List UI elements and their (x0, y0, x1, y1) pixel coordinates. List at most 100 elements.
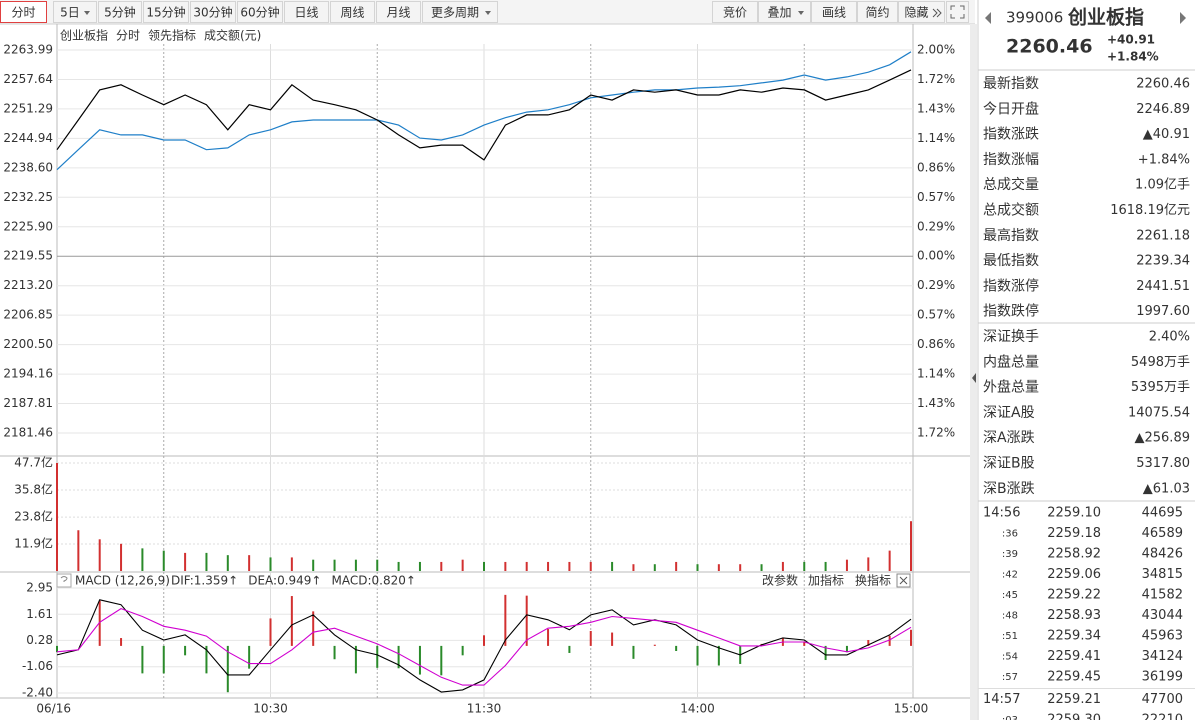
period-button[interactable] (376, 1, 421, 23)
period-label[interactable]: 5日 (60, 6, 80, 20)
dropdown-caret[interactable] (485, 11, 491, 15)
splitter-arrow[interactable] (972, 373, 976, 383)
volume-bar (141, 548, 144, 571)
trade-price: 2258.93 (1047, 608, 1101, 623)
volume-bar (632, 564, 635, 571)
fullscreen-button[interactable] (946, 1, 969, 23)
macd-action[interactable]: 加指标 (808, 573, 844, 588)
trade-time: 14:56 (983, 506, 1020, 521)
y-tick-label: 2232.25 (3, 190, 53, 204)
volume-tick-label: 11.9亿 (14, 536, 53, 551)
volume-bar (547, 561, 550, 571)
tool-button[interactable] (712, 1, 758, 23)
period-label[interactable]: 周线 (340, 6, 364, 20)
volume-bar (184, 552, 187, 571)
dropdown-caret[interactable] (798, 11, 804, 15)
macd-bar (120, 638, 123, 646)
period-button[interactable] (143, 1, 189, 23)
trade-time: :57 (1002, 672, 1018, 683)
trade-volume: 34124 (1142, 649, 1183, 664)
pct-tick-label: 1.43% (917, 396, 955, 410)
period-label[interactable]: 30分钟 (193, 5, 232, 20)
period-label[interactable]: 更多周期 (431, 6, 479, 20)
period-button[interactable] (237, 1, 283, 23)
macd-bar (910, 629, 912, 646)
stat-label: 今日开盘 (983, 100, 1039, 117)
tool-label[interactable]: 竞价 (723, 6, 747, 20)
volume-bar (525, 561, 528, 571)
macd-bar (675, 645, 678, 651)
stat-value: 2260.46 (1136, 77, 1190, 92)
macd-close-icon[interactable] (899, 576, 908, 585)
macd-bar (632, 645, 635, 659)
tool-button[interactable] (857, 1, 898, 23)
stat-value: 5395万手 (1131, 380, 1190, 395)
y-tick-label: 2219.55 (3, 249, 53, 263)
tool-label[interactable]: 隐藏 (904, 6, 928, 20)
macd-action[interactable]: 换指标 (855, 573, 891, 588)
pct-tick-label: 0.86% (917, 337, 955, 351)
period-button[interactable] (0, 1, 47, 23)
macd-bar (653, 644, 656, 646)
period-button[interactable] (284, 1, 329, 23)
index-code: 399006 (1006, 9, 1063, 27)
pct-tick-label: 1.43% (917, 101, 955, 115)
period-label[interactable]: 月线 (386, 6, 410, 20)
volume-bar (803, 561, 806, 571)
pct-tick-label: 0.57% (917, 190, 955, 204)
stat-value: 2.40% (1149, 330, 1190, 345)
time-label: 11:30 (467, 702, 502, 716)
y-tick-label: 2200.50 (3, 337, 53, 351)
period-label[interactable]: 5分钟 (104, 5, 136, 20)
trade-price: 2259.18 (1047, 526, 1101, 541)
fullscreen-icon[interactable] (950, 5, 965, 19)
y-tick-label: 2257.64 (3, 72, 53, 86)
macd-bar (354, 645, 357, 674)
tool-button[interactable] (811, 1, 857, 23)
macd-bar (845, 645, 848, 653)
period-button[interactable] (330, 1, 375, 23)
macd-bar (696, 645, 699, 666)
period-label[interactable]: 分时 (11, 6, 35, 20)
macd-bar (440, 645, 443, 676)
stat-label: 最高指数 (983, 227, 1039, 244)
trade-time: :54 (1002, 652, 1018, 663)
stat-label: 指数涨幅 (983, 152, 1039, 168)
splitter[interactable] (970, 24, 977, 720)
period-label[interactable]: 15分钟 (146, 5, 185, 20)
trade-volume: 47700 (1142, 692, 1183, 707)
volume-bar (888, 550, 891, 571)
y-tick-label: 2251.29 (3, 101, 53, 115)
trade-volume: 44695 (1142, 506, 1183, 521)
dropdown-caret[interactable] (84, 11, 90, 15)
tool-label[interactable]: 画线 (822, 6, 846, 20)
period-button[interactable] (53, 1, 97, 23)
period-label[interactable]: 日线 (294, 6, 318, 20)
tool-button[interactable] (898, 1, 945, 23)
tool-label[interactable]: 简约 (865, 5, 889, 20)
legend-volume: 成交额(元) (204, 28, 261, 43)
legend-lead: 领先指标 (148, 28, 196, 43)
volume-bar (568, 561, 571, 571)
stat-value: ▲40.91 (1143, 127, 1190, 142)
prev-arrow[interactable] (985, 12, 991, 24)
tool-button[interactable] (758, 1, 811, 23)
next-arrow[interactable] (1180, 12, 1186, 24)
volume-bar (376, 559, 379, 571)
pct-tick-label: 0.57% (917, 308, 955, 322)
macd-bar (418, 645, 421, 675)
macd-help-icon[interactable] (60, 576, 68, 583)
macd-title: MACD (12,26,9) (75, 574, 170, 588)
period-button[interactable] (98, 1, 142, 23)
period-button[interactable] (190, 1, 236, 23)
macd-action[interactable]: 改参数 (762, 573, 798, 588)
period-button[interactable] (422, 1, 498, 23)
macd-bar (483, 635, 485, 646)
macd-bar (589, 630, 592, 646)
period-label[interactable]: 60分钟 (240, 5, 279, 20)
stat-label: 指数涨停 (983, 277, 1039, 294)
hide-arrows[interactable] (932, 8, 942, 18)
legend-name: 创业板指 (60, 28, 108, 43)
tool-label[interactable]: 叠加 (767, 6, 791, 20)
